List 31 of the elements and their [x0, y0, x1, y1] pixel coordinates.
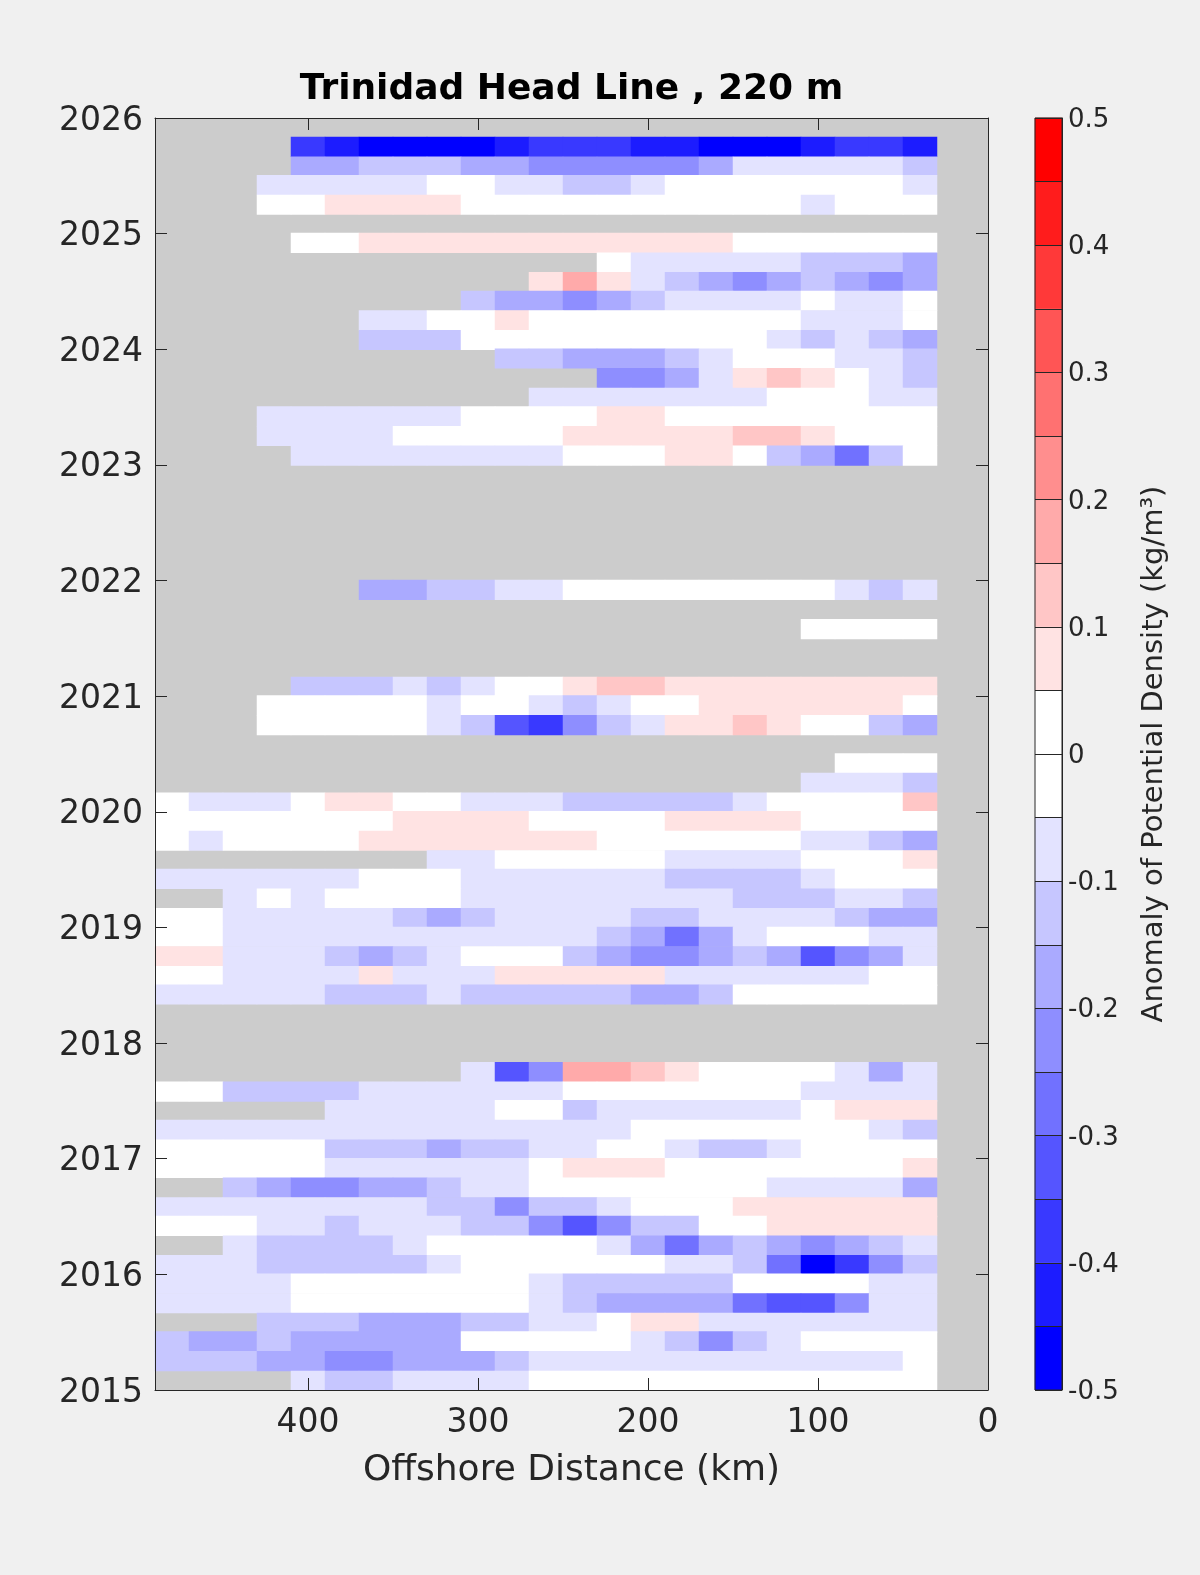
x-tick-label: 200 — [616, 1401, 680, 1440]
y-tick-label: 2026 — [59, 98, 143, 138]
y-tick-label: 2018 — [59, 1023, 143, 1063]
color-bar-label: 0 — [1068, 739, 1085, 769]
color-bar-label: 0.1 — [1068, 611, 1110, 642]
x-tick-label: 300 — [446, 1401, 510, 1440]
y-tick-label: 2024 — [59, 329, 143, 369]
color-bar-label: 0.2 — [1068, 484, 1110, 515]
color-bar-label: 0.3 — [1068, 357, 1110, 388]
color-bar-title: Anomaly of Potential Density (kg/m³) — [1135, 485, 1169, 1023]
y-tick-label: 2023 — [59, 445, 143, 485]
chart-title: Trinidad Head Line , 220 m — [299, 65, 844, 107]
y-tick-label: 2020 — [59, 792, 143, 832]
y-tick-label: 2015 — [59, 1370, 143, 1410]
color-bar-label: -0.1 — [1068, 866, 1119, 897]
x-tick-label: 100 — [786, 1401, 850, 1440]
y-tick-label: 2025 — [59, 214, 143, 254]
y-tick-label: 2021 — [59, 676, 143, 716]
y-tick-label: 2022 — [59, 561, 143, 601]
y-tick-label: 2017 — [59, 1139, 143, 1179]
color-bar-label: -0.2 — [1068, 993, 1119, 1024]
color-bar-label: -0.5 — [1068, 1375, 1119, 1405]
color-bar-label: -0.4 — [1068, 1247, 1119, 1278]
x-tick-label: 0 — [977, 1401, 999, 1440]
x-axis-title: Offshore Distance (km) — [362, 1446, 781, 1488]
color-bar-label: 0.5 — [1068, 103, 1110, 133]
color-bar-label: -0.3 — [1068, 1120, 1119, 1151]
y-tick-label: 2016 — [59, 1254, 143, 1294]
color-bar-label: 0.4 — [1068, 230, 1110, 261]
y-tick-label: 2019 — [59, 907, 143, 947]
x-tick-label: 400 — [276, 1401, 340, 1440]
